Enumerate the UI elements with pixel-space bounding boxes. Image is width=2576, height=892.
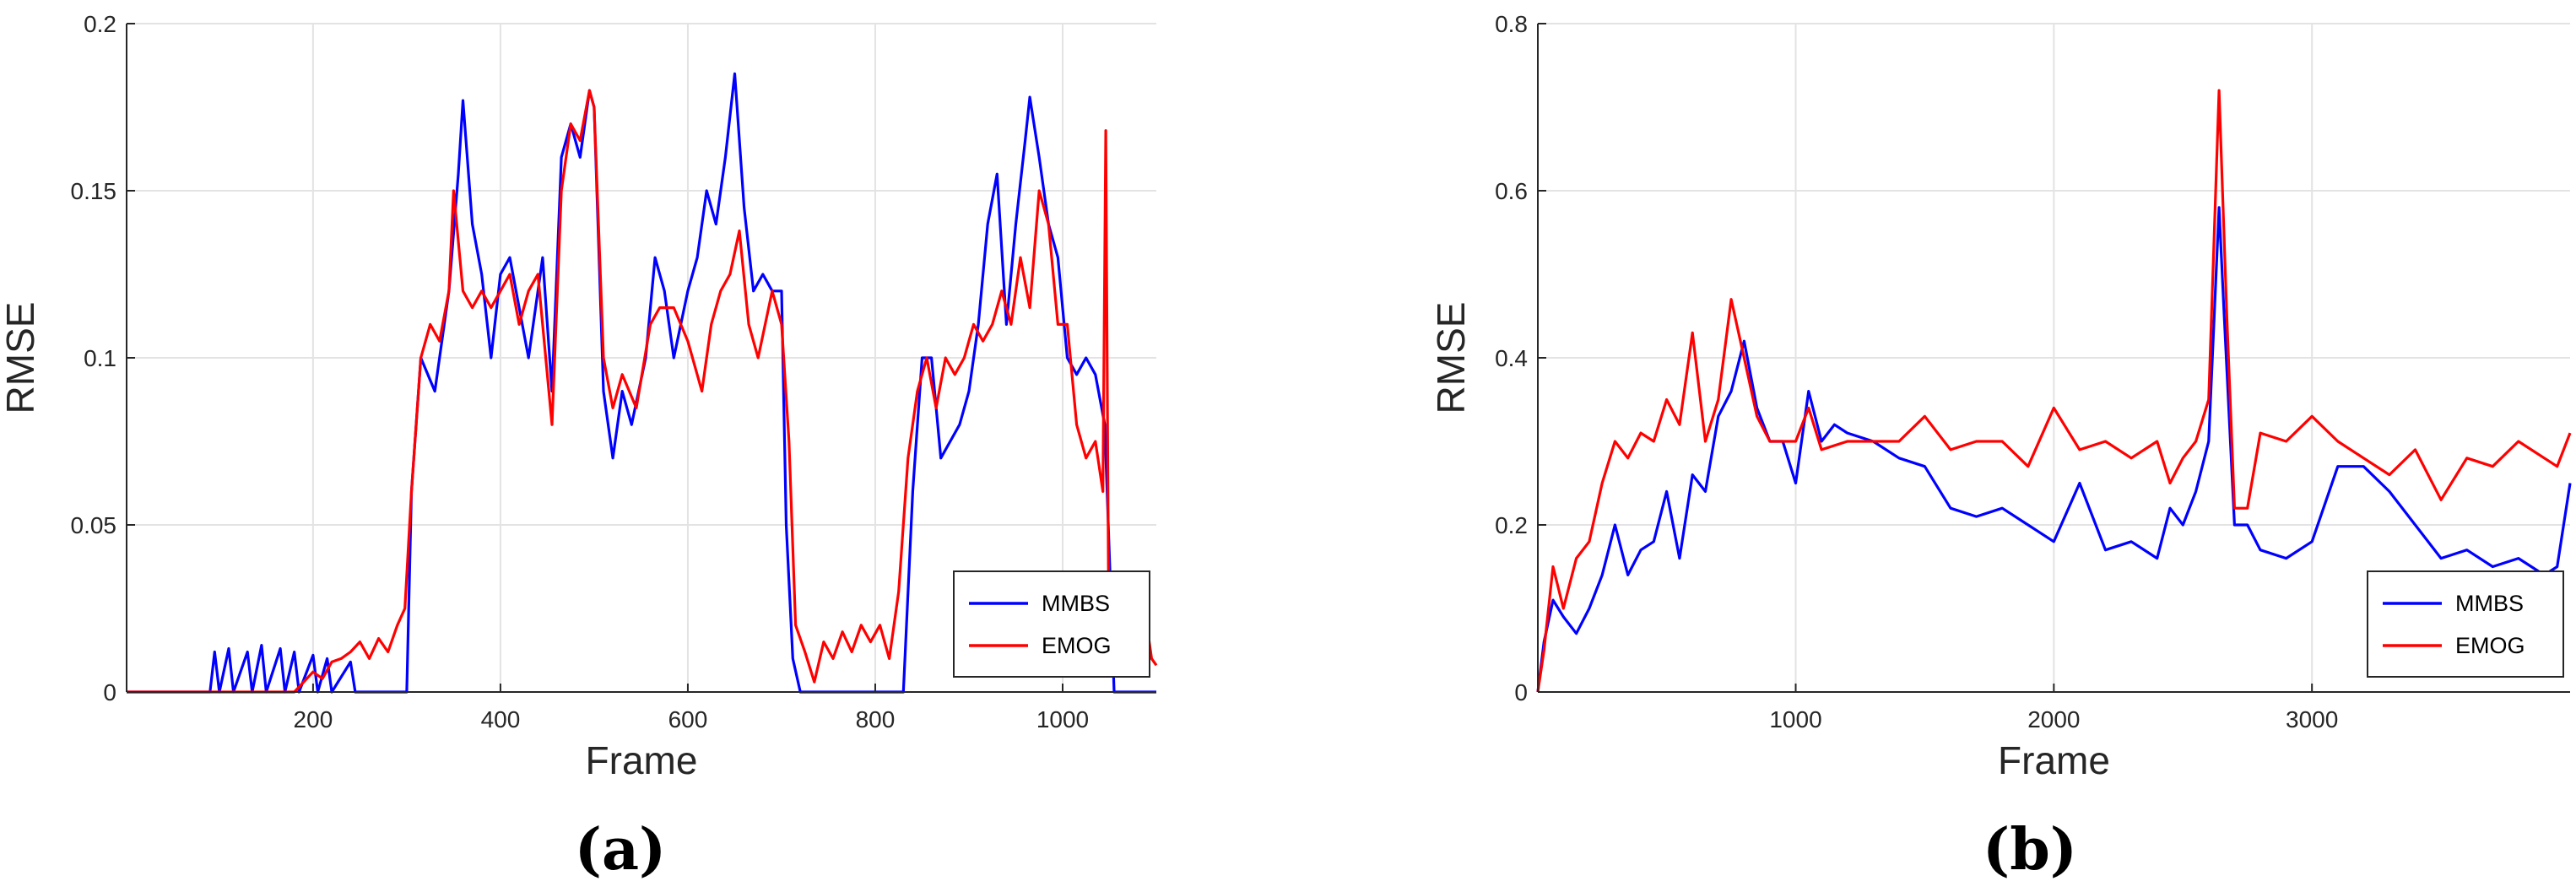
- legend-entry-emog: EMOG: [2455, 633, 2525, 658]
- legend: MMBS EMOG: [2367, 570, 2564, 678]
- x-tick-label: 2000: [2027, 706, 2080, 733]
- x-axis-label: Frame: [586, 738, 698, 782]
- x-tick-label: 600: [668, 706, 708, 733]
- y-tick-label: 0.1: [84, 345, 116, 371]
- series-line-emog: [1536, 89, 2572, 693]
- y-axis-label: RMSE: [1429, 302, 1473, 414]
- y-tick-label: 0.4: [1495, 345, 1528, 371]
- y-tick-label: 0.8: [1495, 11, 1528, 37]
- panel-label: (b): [1983, 816, 2077, 884]
- chart-panel-b: 1000 2000 3000 0 0.2 0.4 0.6 0.8 Frame RMSE (b) MMB…: [1429, 11, 2572, 884]
- legend-entry-emog: EMOG: [1042, 633, 1112, 658]
- legend: MMBS EMOG: [953, 570, 1150, 678]
- y-tick-label: 0.15: [71, 178, 117, 204]
- legend-box: [953, 570, 1150, 678]
- y-axis-label: RMSE: [0, 302, 42, 414]
- y-tick-label: 0.2: [1495, 512, 1528, 538]
- legend-entry-mmbs: MMBS: [1042, 591, 1110, 616]
- legend-box: [2367, 570, 2564, 678]
- x-tick-label: 1000: [1769, 706, 1821, 733]
- x-axis-label: Frame: [1998, 738, 2110, 782]
- series-line-emog: [127, 89, 1158, 694]
- x-tick-label: 1000: [1036, 706, 1089, 733]
- x-tick-label: 400: [481, 706, 521, 733]
- series-line-mmbs: [127, 72, 1156, 694]
- y-tick-label: 0.2: [84, 11, 116, 37]
- series-line-mmbs: [1536, 206, 2572, 693]
- y-tick-label: 0: [1514, 679, 1528, 705]
- x-tick-label: 3000: [2286, 706, 2338, 733]
- x-tick-label: 800: [856, 706, 896, 733]
- x-tick-label: 200: [294, 706, 333, 733]
- y-tick-label: 0.6: [1495, 178, 1528, 204]
- panel-label: (a): [575, 816, 666, 884]
- y-tick-label: 0.05: [71, 512, 117, 538]
- chart-panel-a: 200 400 600 800 1000 0 0.05 0.1 0.15 0.2 Frame RMSE…: [0, 11, 1158, 884]
- legend-entry-mmbs: MMBS: [2455, 591, 2524, 616]
- y-tick-label: 0: [103, 679, 116, 705]
